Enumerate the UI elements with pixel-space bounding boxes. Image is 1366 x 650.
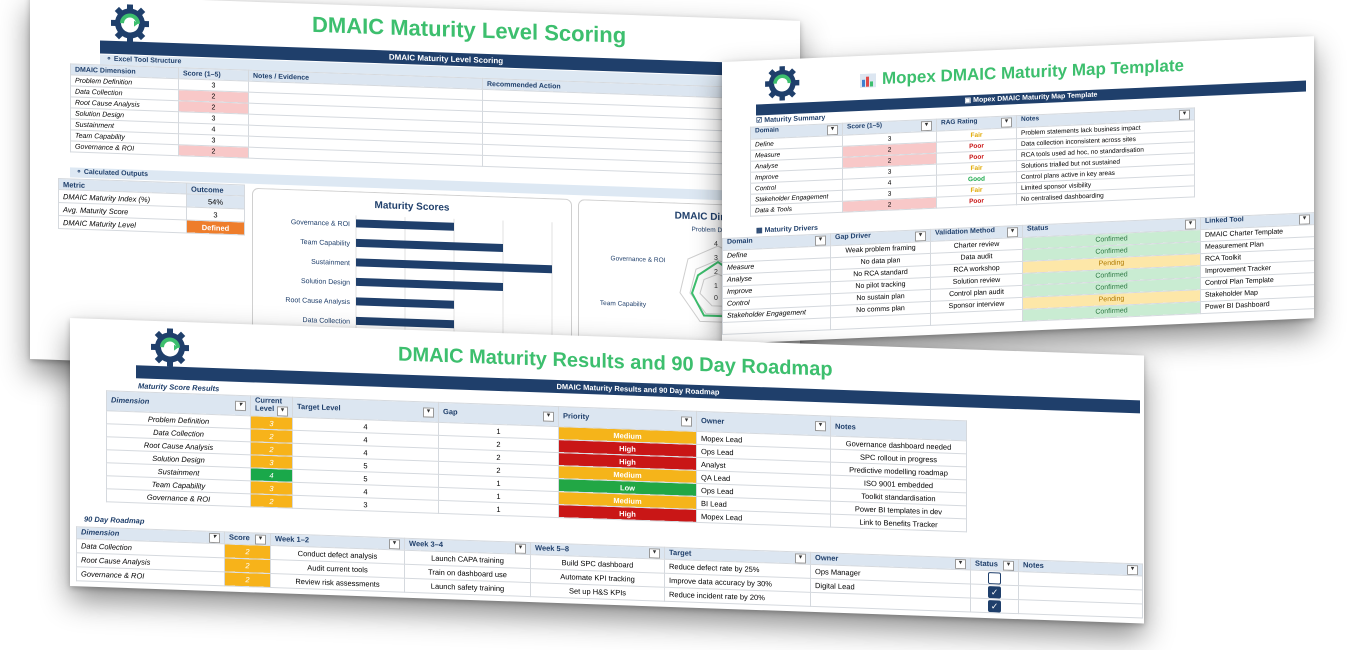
dropdown-arrow-icon: ▾ xyxy=(515,543,526,554)
checkbox-icon[interactable]: ✓ xyxy=(988,599,1001,613)
section-maturity-summary: ☑ Maturity Summary xyxy=(756,114,826,125)
chart-bar xyxy=(356,297,454,309)
calculated-outputs-table: Metric Outcome DMAIC Maturity Index (%) 54… xyxy=(58,178,245,236)
dropdown-arrow-icon: ▾ xyxy=(1179,109,1190,121)
page-title: Mopex DMAIC Maturity Map Template xyxy=(882,55,1184,89)
section-label: Excel Tool Structure xyxy=(113,55,182,66)
section-maturity-drivers: ▦ Maturity Drivers xyxy=(756,224,818,235)
dropdown-arrow-icon: ▾ xyxy=(815,421,826,432)
chart-category-label: Governance & ROI xyxy=(291,219,350,228)
radar-tick: 2 xyxy=(714,269,718,276)
page-title: DMAIC Maturity Level Scoring xyxy=(312,11,627,48)
dropdown-arrow-icon: ▾ xyxy=(815,235,826,246)
radar-tick: 4 xyxy=(714,241,718,248)
status-cell[interactable]: ✓ xyxy=(970,597,1019,614)
dropdown-arrow-icon: ▾ xyxy=(915,231,926,242)
score-cell[interactable]: 2 xyxy=(178,144,249,159)
chart-bar xyxy=(356,316,454,329)
dropdown-arrow-icon: ▾ xyxy=(1185,219,1196,230)
dropdown-arrow-icon: ▾ xyxy=(1127,564,1138,576)
section-90-day-roadmap: 90 Day Roadmap xyxy=(84,514,145,526)
dropdown-arrow-icon: ▾ xyxy=(649,548,660,559)
dropdown-arrow-icon: ▾ xyxy=(389,539,400,550)
roadmap-table: Dimension ▾ Score ▾ Week 1–2 ▾ Week 3–4 ▾ We… xyxy=(76,526,1143,618)
radar-tick: 1 xyxy=(714,283,718,290)
dropdown-arrow-icon: ▾ xyxy=(1299,214,1310,225)
sheet-results-roadmap: DMAIC Maturity Results and 90 Day Roadma… xyxy=(70,318,1144,624)
validation-method-cell[interactable] xyxy=(930,309,1023,326)
radar-axis-label: Team Capability xyxy=(600,300,647,309)
gear-logo-icon xyxy=(111,4,149,43)
dropdown-arrow-icon: ▾ xyxy=(423,407,434,418)
checkbox-icon[interactable] xyxy=(988,571,1001,585)
chart-category-label: Root Cause Analysis xyxy=(285,297,350,306)
title-bar: ▣ Mopex DMAIC Maturity Map Template xyxy=(756,80,1306,116)
dropdown-arrow-icon: ▾ xyxy=(543,411,554,422)
radar-tick: 0 xyxy=(714,295,718,302)
section-label: Maturity Summary xyxy=(764,114,826,125)
dropdown-arrow-icon: ▾ xyxy=(921,120,932,132)
chart-title: Maturity Scores xyxy=(374,200,449,214)
dropdown-arrow-icon: ▾ xyxy=(1007,227,1018,238)
radar-tick: 3 xyxy=(714,255,718,262)
dimension-cell: Governance & ROI xyxy=(70,140,179,156)
bar-chart-icon xyxy=(860,73,876,88)
radar-axis-label: Governance & ROI xyxy=(611,255,666,264)
chart-bar xyxy=(356,277,503,292)
chart-bar xyxy=(356,219,454,231)
maturity-results-table: Dimension ▾ Current Level ▾ Target Level ▾ … xyxy=(106,390,967,532)
dropdown-arrow-icon: ▾ xyxy=(235,400,246,412)
week-3-4-cell[interactable]: Launch safety training xyxy=(404,578,531,597)
score-cell[interactable]: 2 xyxy=(224,571,271,588)
maturity-summary-table: Domain ▾ Score (1–5) ▾ RAG Rating ▾ Notes ▾ … xyxy=(750,107,1195,217)
chart-bar xyxy=(356,238,503,253)
dropdown-arrow-icon: ▾ xyxy=(209,532,220,544)
dropdown-arrow-icon: ▾ xyxy=(955,558,966,570)
dropdown-arrow-icon: ▾ xyxy=(1003,560,1014,571)
gear-logo-icon xyxy=(765,66,800,101)
dropdown-arrow-icon: ▾ xyxy=(827,124,838,136)
dropdown-arrow-icon: ▾ xyxy=(681,416,692,427)
rag-rating-cell: Poor xyxy=(936,193,1017,209)
maturity-scores-chart: Maturity Scores Governance & ROI Team Cap… xyxy=(252,187,572,369)
maturity-level-badge[interactable]: Defined xyxy=(186,219,245,235)
dropdown-arrow-icon: ▾ xyxy=(1001,117,1012,128)
chart-category-label: Team Capability xyxy=(300,239,350,248)
checkbox-icon[interactable]: ✓ xyxy=(988,585,1001,599)
notes-cell[interactable] xyxy=(1018,599,1143,618)
dropdown-arrow-icon: ▾ xyxy=(277,406,288,417)
chart-category-label: Sustainment xyxy=(311,259,350,267)
section-label: Maturity Drivers xyxy=(764,224,818,235)
chart-category-label: Solution Design xyxy=(301,278,350,287)
dropdown-arrow-icon: ▾ xyxy=(255,534,266,545)
chart-bar xyxy=(356,258,552,274)
section-label: Calculated Outputs xyxy=(83,168,148,179)
dropdown-arrow-icon: ▾ xyxy=(795,553,806,564)
chart-category-label: Data Collection xyxy=(303,317,351,326)
gear-logo-icon xyxy=(151,328,189,367)
col-header[interactable]: Current Level ▾ xyxy=(250,395,293,418)
sheet-maturity-map-template: Mopex DMAIC Maturity Map Template ▣ Mope… xyxy=(722,36,1314,345)
gap-cell: 1 xyxy=(438,500,559,518)
radar-axis-label: Problem Definition xyxy=(691,226,744,235)
current-level-cell[interactable]: 2 xyxy=(250,493,293,509)
title-bar-text: Mopex DMAIC Maturity Map Template xyxy=(973,91,1098,105)
